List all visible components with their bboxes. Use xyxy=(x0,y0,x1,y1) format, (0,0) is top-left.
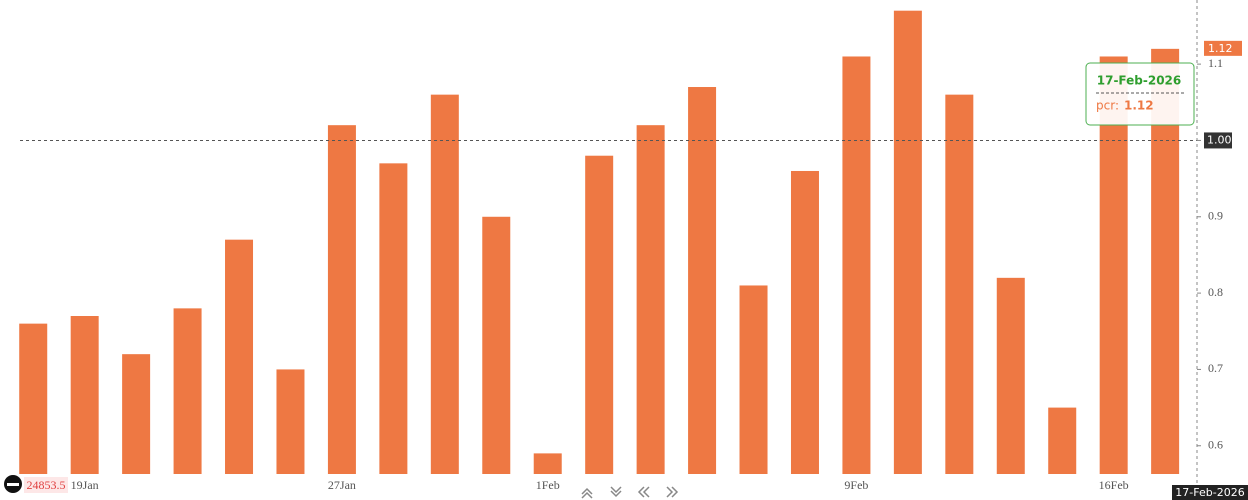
index-value: 24853.5 xyxy=(27,478,66,492)
bar xyxy=(70,316,99,474)
nav-buttons[interactable] xyxy=(581,486,679,499)
bar xyxy=(636,125,665,474)
date-tag xyxy=(1172,485,1248,500)
bar xyxy=(122,354,151,474)
y-tick-label: 0.6 xyxy=(1208,438,1223,452)
tooltip-date: 17-Feb-2026 xyxy=(1097,74,1182,88)
bar xyxy=(945,94,974,475)
bar xyxy=(996,277,1025,474)
bar xyxy=(585,155,614,474)
bar xyxy=(276,369,305,474)
x-tick-label: 16Feb xyxy=(1099,478,1129,492)
reference-label: 1.00 xyxy=(1207,133,1232,146)
x-tick-label: 9Feb xyxy=(844,478,868,492)
bar xyxy=(842,56,871,474)
tooltip-box xyxy=(1085,62,1195,126)
index-tag xyxy=(24,477,68,493)
x-tick-label: 27Jan xyxy=(328,478,356,492)
bar xyxy=(1048,407,1077,474)
bar xyxy=(173,308,202,474)
tooltip-series-label: pcr: xyxy=(1096,99,1119,113)
bar xyxy=(893,10,922,474)
bar xyxy=(1099,56,1128,474)
scroll-up-icon[interactable] xyxy=(581,487,593,499)
bar xyxy=(533,453,562,474)
bar xyxy=(19,323,48,474)
bar xyxy=(688,87,717,474)
y-tick-label: 0.7 xyxy=(1208,361,1223,375)
last-value-tag xyxy=(1204,40,1242,56)
remove-icon xyxy=(7,483,19,486)
bar xyxy=(739,285,768,474)
scroll-down-icon[interactable] xyxy=(610,486,622,498)
y-tick-label: 0.9 xyxy=(1208,209,1223,223)
reference-tag xyxy=(1204,132,1232,149)
tooltip: 17-Feb-2026 pcr: 1.12 xyxy=(1085,62,1195,126)
bar xyxy=(225,239,254,474)
scroll-left-icon[interactable] xyxy=(637,486,650,498)
bar xyxy=(790,170,819,475)
x-tick-label: 19Jan xyxy=(71,478,99,492)
scroll-right-icon[interactable] xyxy=(666,486,679,498)
bar xyxy=(430,94,459,475)
plot: 0.60.70.80.911.119Jan27Jan1Feb9Feb16Feb1… xyxy=(19,10,1242,492)
tooltip-value: 1.12 xyxy=(1124,99,1154,113)
x-tick-label: 1Feb xyxy=(536,478,560,492)
bar xyxy=(379,163,408,474)
bar xyxy=(327,125,356,474)
last-value-label: 1.12 xyxy=(1208,42,1233,55)
bar xyxy=(482,216,511,474)
y-tick-label: 1.1 xyxy=(1208,56,1223,70)
y-tick-label: 0.8 xyxy=(1208,285,1223,299)
crosshair-date: 17-Feb-2026 xyxy=(1175,486,1244,499)
